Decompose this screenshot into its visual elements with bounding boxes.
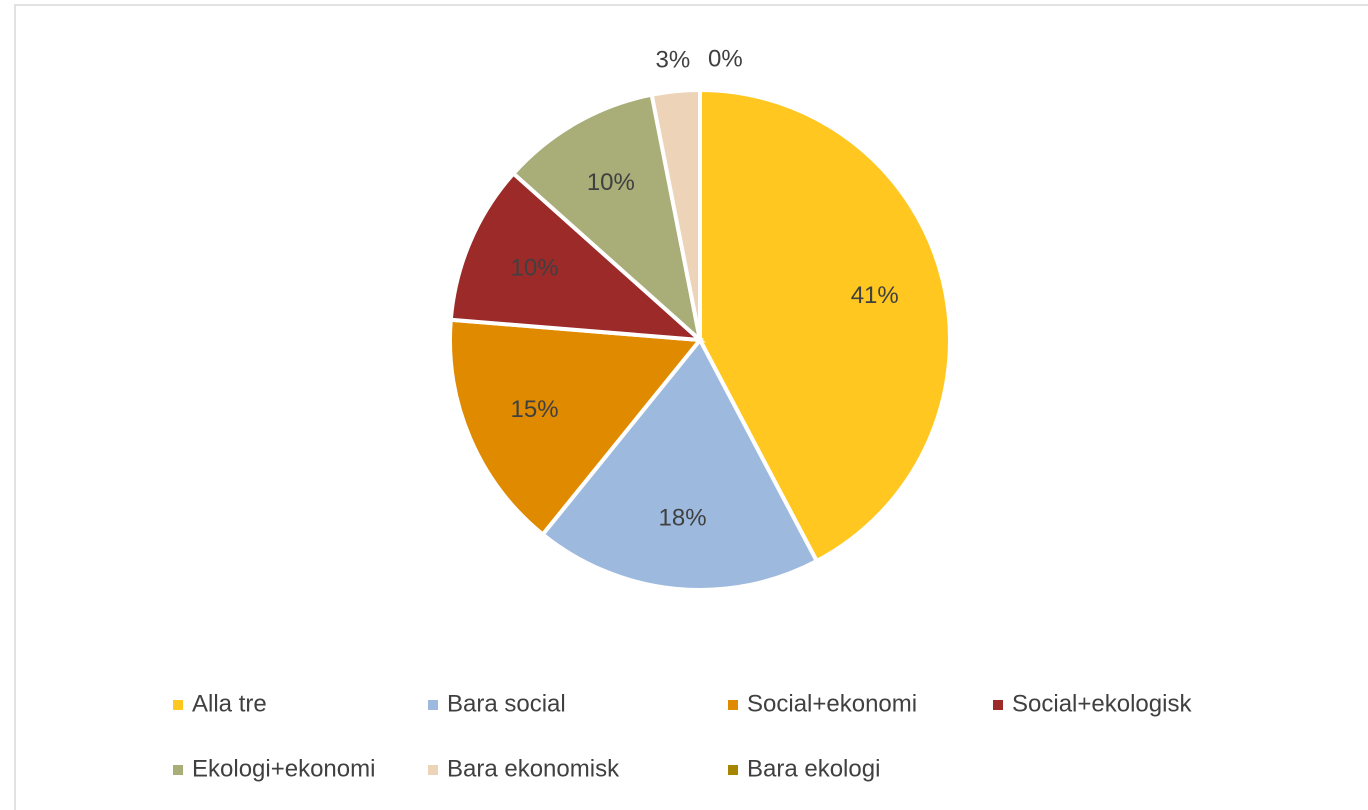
data-label: 41%: [851, 282, 899, 309]
legend-label: Bara ekonomisk: [447, 755, 620, 782]
pie-slice: [539, 336, 820, 592]
legend-swatch: [428, 765, 438, 775]
pie-slice: [510, 92, 704, 346]
legend-swatch: [728, 765, 738, 775]
data-label: 3%: [655, 47, 690, 74]
legend-label: Social+ekonomi: [747, 690, 917, 717]
legend-label: Ekologi+ekonomi: [192, 755, 375, 782]
data-label: 18%: [659, 504, 707, 531]
data-label: 10%: [587, 169, 635, 196]
chart-frame: [14, 4, 1368, 810]
legend-label: Alla tre: [192, 690, 267, 717]
data-label: 0%: [708, 45, 743, 72]
pie-slice: [649, 87, 702, 341]
legend-swatch: [728, 700, 738, 710]
pie-slice: [448, 317, 704, 538]
legend-swatch: [993, 700, 1003, 710]
legend-label: Bara social: [447, 690, 566, 717]
legend-label: Social+ekologisk: [1012, 690, 1192, 717]
legend-swatch: [173, 765, 183, 775]
pie-slice: [698, 87, 952, 564]
data-label: 10%: [511, 254, 559, 281]
legend-swatch: [173, 700, 183, 710]
data-label: 15%: [511, 396, 559, 423]
legend-swatch: [428, 700, 438, 710]
pie-slice: [448, 170, 706, 343]
legend-label: Bara ekologi: [747, 755, 880, 782]
